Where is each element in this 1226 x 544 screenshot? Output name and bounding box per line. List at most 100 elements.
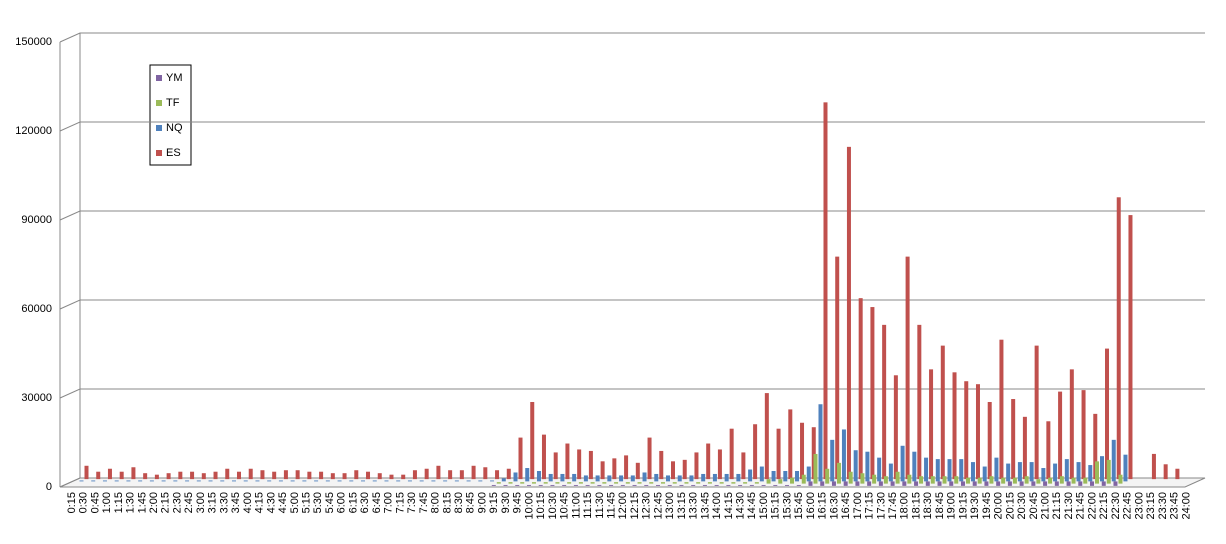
- x-tick-label: 5:30: [312, 492, 324, 513]
- bar: [1066, 481, 1071, 486]
- bar: [959, 459, 964, 482]
- x-tick-label: 14:15: [723, 492, 735, 520]
- bar: [330, 473, 335, 480]
- bar: [1064, 459, 1069, 482]
- bar: [1076, 462, 1081, 482]
- x-tick-label: 12:15: [629, 492, 641, 520]
- bar: [707, 482, 712, 484]
- legend-label: TF: [166, 97, 180, 109]
- bar: [902, 481, 907, 486]
- grid-line: [59, 477, 1205, 488]
- bar: [491, 484, 496, 486]
- bar: [972, 481, 977, 486]
- x-tick-label: 4:00: [242, 492, 254, 513]
- x-tick-label: 23:45: [1169, 492, 1181, 520]
- bar: [741, 452, 746, 480]
- x-tick-label: 4:45: [277, 492, 289, 513]
- bar: [940, 345, 945, 480]
- legend-label: ES: [166, 147, 181, 159]
- bar: [354, 470, 359, 480]
- x-tick-label: 17:15: [864, 492, 876, 520]
- x-tick-label: 1:30: [125, 492, 137, 513]
- grid-line: [59, 299, 1205, 310]
- x-tick-label: 9:15: [488, 492, 500, 513]
- bar: [667, 484, 672, 486]
- bar: [924, 457, 929, 482]
- x-tick-label: 22:45: [1122, 492, 1134, 520]
- bar: [1031, 481, 1036, 486]
- bar: [984, 481, 989, 486]
- bar: [843, 481, 848, 486]
- bar: [1022, 416, 1027, 480]
- bar: [538, 484, 543, 486]
- grid-line: [59, 32, 1205, 43]
- bar: [830, 439, 835, 482]
- bar: [870, 307, 875, 480]
- bar: [1012, 477, 1017, 484]
- x-tick-label: 20:30: [1016, 492, 1028, 520]
- bar: [1046, 421, 1051, 480]
- bar: [702, 484, 707, 486]
- bar: [424, 468, 429, 480]
- bar: [930, 476, 935, 484]
- bar: [846, 146, 851, 480]
- bar: [771, 470, 776, 482]
- bar: [314, 480, 319, 482]
- bar: [1019, 481, 1024, 486]
- bar: [831, 481, 836, 486]
- bar: [937, 481, 942, 486]
- bar: [541, 434, 546, 480]
- x-tick-label: 15:45: [793, 492, 805, 520]
- x-tick-label: 3:15: [207, 492, 219, 513]
- bar: [1113, 481, 1118, 486]
- bar: [858, 298, 863, 480]
- x-tick-label: 7:15: [394, 492, 406, 513]
- x-tick-label: 12:45: [652, 492, 664, 520]
- legend-swatch: [156, 125, 162, 131]
- x-tick-label: 22:00: [1086, 492, 1098, 520]
- x-tick-label: 20:45: [1028, 492, 1040, 520]
- bar: [1116, 197, 1121, 480]
- bar: [1093, 413, 1098, 480]
- bar: [1078, 481, 1083, 486]
- x-tick-label: 17:00: [852, 492, 864, 520]
- x-tick-label: 7:45: [418, 492, 430, 513]
- bar: [1118, 474, 1123, 484]
- x-tick-label: 3:00: [195, 492, 207, 513]
- bar: [454, 480, 459, 482]
- bar: [637, 482, 642, 484]
- bar: [503, 484, 508, 486]
- bar: [572, 473, 577, 482]
- bar: [501, 478, 506, 482]
- x-tick-label: 7:00: [383, 492, 395, 513]
- bar: [738, 484, 743, 486]
- bar: [773, 484, 778, 486]
- bar: [878, 481, 883, 486]
- bar: [813, 453, 818, 484]
- bar: [1163, 464, 1168, 480]
- bar: [562, 484, 567, 486]
- bar: [706, 443, 711, 480]
- bar: [696, 482, 701, 484]
- bar: [701, 473, 706, 482]
- bar: [585, 484, 590, 486]
- bar: [520, 482, 525, 484]
- bar: [84, 465, 89, 480]
- x-tick-label: 10:30: [547, 492, 559, 520]
- bar: [907, 474, 912, 484]
- bar: [823, 102, 828, 480]
- bar: [808, 481, 813, 486]
- y-tick-label: 120000: [15, 125, 52, 137]
- bar: [578, 482, 583, 484]
- bar: [342, 473, 347, 480]
- x-tick-label: 2:15: [160, 492, 172, 513]
- bar: [553, 452, 558, 480]
- x-tick-label: 21:15: [1051, 492, 1063, 520]
- x-tick-label: 3:30: [218, 492, 230, 513]
- bar: [466, 480, 471, 482]
- bar: [131, 467, 136, 480]
- x-tick-label: 18:15: [910, 492, 922, 520]
- bar: [550, 484, 555, 486]
- bar: [659, 450, 664, 480]
- bar: [1069, 369, 1074, 480]
